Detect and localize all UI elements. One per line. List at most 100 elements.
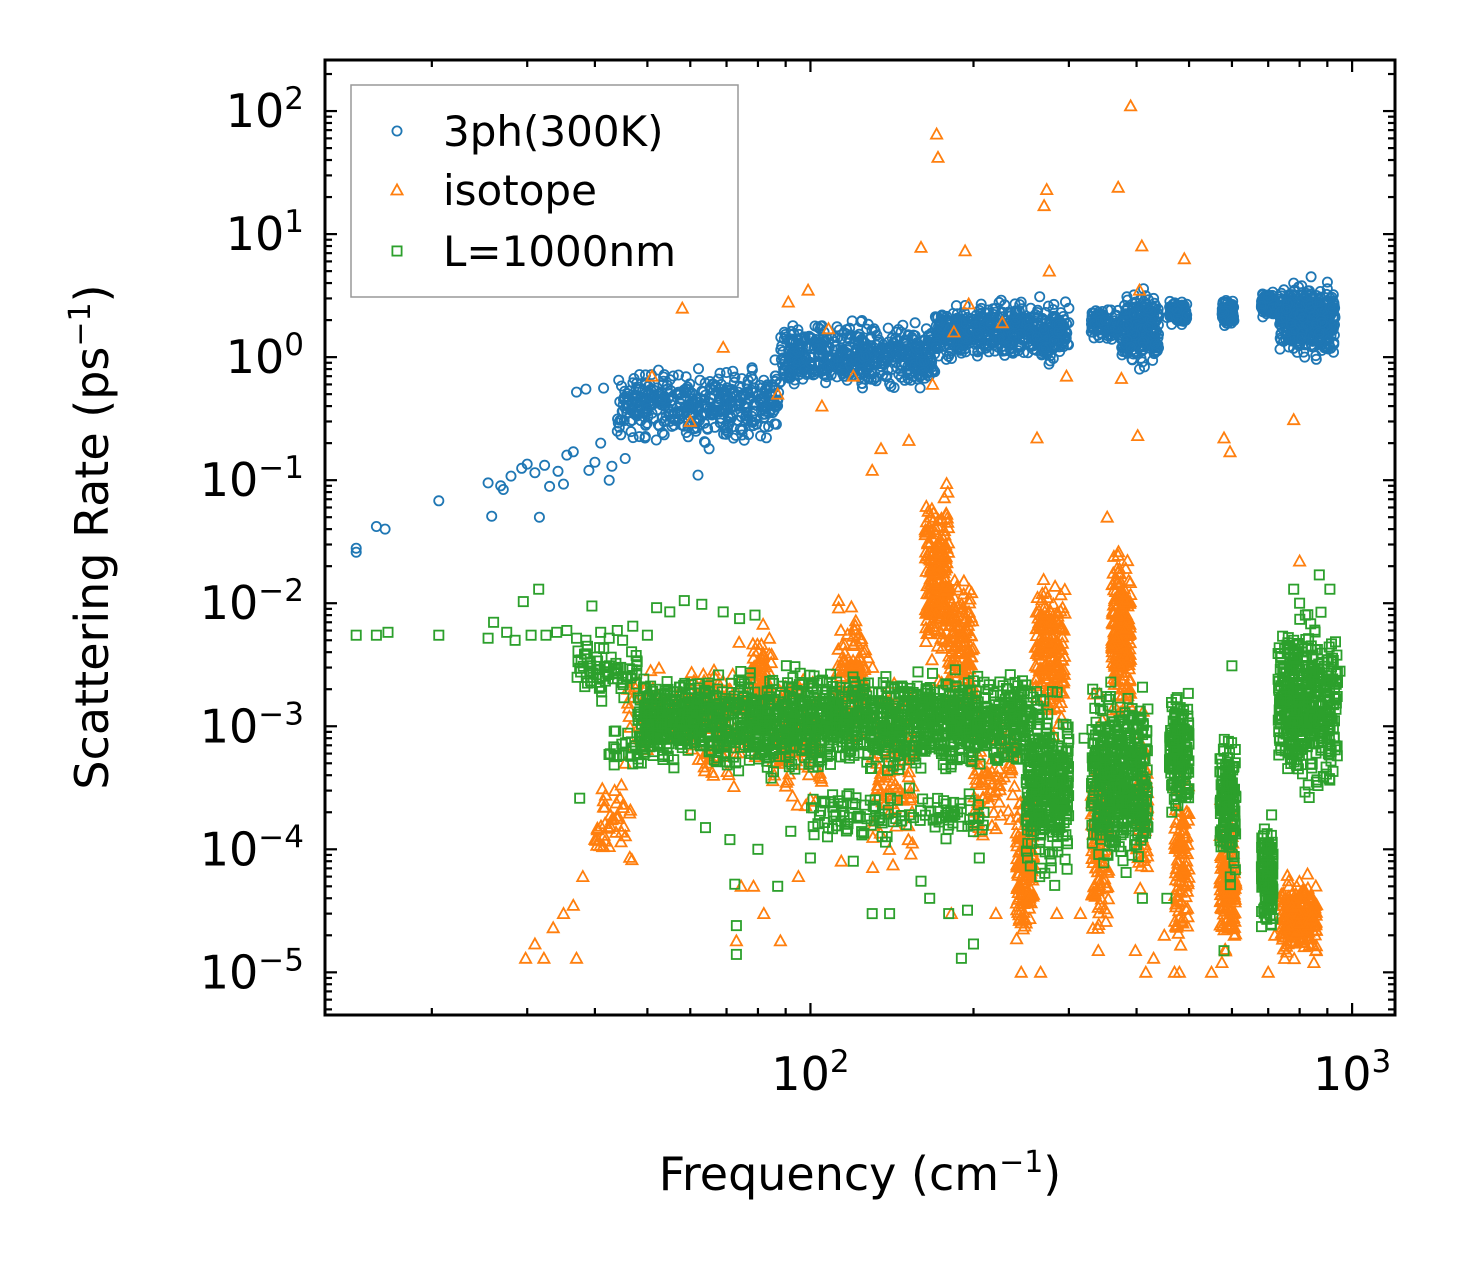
isotope-point-2136	[930, 149, 946, 163]
3ph-point-866	[868, 373, 880, 385]
3ph-point-415	[730, 429, 742, 441]
3ph-point-1411	[944, 348, 956, 360]
boundary-point-68	[596, 695, 608, 707]
isotope-point-2159	[1128, 943, 1143, 956]
3ph-point-366	[673, 369, 685, 381]
3ph-point-389	[619, 393, 631, 405]
3ph-point-2522	[370, 521, 382, 533]
3ph-point-874	[877, 369, 889, 381]
3ph-point-77	[658, 429, 670, 441]
3ph-point-1403	[1062, 338, 1074, 350]
3ph-point-233	[619, 385, 631, 397]
3ph-point-816	[885, 380, 897, 392]
3ph-point-1379	[935, 315, 947, 327]
3ph-point-2541	[580, 383, 592, 395]
3ph-point-913	[918, 355, 930, 367]
isotope-point-1644	[1133, 881, 1148, 894]
3ph-point-904	[877, 354, 889, 366]
isotope-point-2150	[1042, 263, 1057, 277]
isotope-point-138	[726, 779, 742, 792]
3ph-point-414	[666, 420, 678, 432]
3ph-point-2529	[505, 470, 517, 482]
3ph-point-2544	[595, 437, 607, 449]
3ph-point-275	[702, 422, 714, 434]
isotope-point-2101	[527, 936, 543, 950]
3ph-point-167	[650, 434, 662, 446]
3ph-point-2546	[603, 474, 615, 486]
isotope-point-1955	[1300, 866, 1315, 880]
3ph-point-2547	[606, 460, 618, 472]
isotope-point-2158	[1123, 98, 1138, 112]
isotope-point-2162	[1134, 238, 1149, 252]
3ph-point-930	[822, 361, 834, 373]
3ph-point-937	[793, 369, 805, 381]
isotope-point-2106	[569, 950, 584, 964]
3ph-point-1421	[1038, 343, 1050, 355]
3ph-point-749	[820, 377, 832, 389]
3ph-point-834	[891, 362, 903, 374]
3ph-point-1360	[1021, 317, 1033, 329]
isotope-point-888	[992, 794, 1007, 808]
3ph-point-1368	[1000, 344, 1012, 356]
3ph-point-1394	[994, 332, 1006, 344]
3ph-point-2549	[619, 452, 631, 464]
3ph-point-1546	[1086, 307, 1098, 319]
3ph-point-1458	[1031, 330, 1043, 342]
3ph-point-939	[832, 332, 844, 344]
isotope-point-2128	[834, 853, 849, 867]
isotope-point-688	[924, 652, 940, 666]
3ph-point-873	[809, 320, 821, 332]
3ph-point-1416	[1025, 340, 1037, 352]
isotope-point-2177	[1306, 955, 1322, 968]
isotope-point-2123	[781, 294, 796, 308]
isotope-point-2103	[546, 920, 561, 934]
3ph-point-911	[795, 340, 807, 352]
3ph-point-2533	[533, 511, 545, 523]
3ph-point-291	[651, 382, 663, 394]
3ph-point-419	[637, 385, 649, 397]
3ph-point-286	[653, 364, 665, 376]
3ph-point-418	[616, 405, 628, 417]
isotope-point-2176	[1292, 553, 1307, 567]
3ph-point-870	[856, 314, 868, 326]
isotope-point-19	[595, 781, 610, 795]
3ph-point-2524	[433, 495, 445, 507]
3ph-point-1399	[975, 343, 987, 355]
3ph-point-1440	[1038, 325, 1050, 337]
3ph-point-358	[729, 371, 741, 383]
isotope-point-2133	[913, 239, 929, 253]
3ph-point-2525	[482, 477, 494, 489]
isotope-point-2149	[1039, 182, 1054, 196]
3ph-point-1422	[1040, 341, 1052, 353]
isotope-point-1014	[1009, 931, 1024, 945]
3ph-point-863	[909, 330, 921, 342]
3ph-point-900	[926, 361, 938, 373]
3ph-point-501	[914, 382, 926, 394]
isotope-point-2163	[1138, 964, 1153, 978]
3ph-point-351	[746, 416, 758, 428]
isotope-point-2157	[1114, 371, 1129, 384]
isotope-point-2155	[1100, 509, 1115, 523]
3ph-point-365	[704, 397, 716, 409]
3ph-point-825	[775, 331, 787, 343]
3ph-point-2540	[571, 386, 583, 398]
isotope-point-2124	[791, 869, 806, 882]
3ph-point-156	[634, 369, 646, 381]
3ph-point-296	[698, 394, 710, 406]
isotope-point-2148	[1036, 198, 1052, 212]
isotope-point-2114	[675, 300, 690, 314]
isotope-point-543	[865, 860, 880, 873]
3ph-point-776	[788, 378, 800, 390]
3ph-point-1386	[1004, 343, 1016, 355]
3ph-point-244	[613, 374, 625, 386]
3ph-point-856	[823, 341, 835, 353]
3ph-point-283	[769, 418, 781, 430]
isotope-point-2153	[1073, 906, 1088, 919]
3ph-point-1388	[1017, 334, 1029, 346]
3ph-point-1238	[1018, 346, 1030, 358]
isotope-point-2146	[1029, 430, 1045, 444]
3ph-point-323	[736, 373, 748, 385]
3ph-point-2523	[379, 523, 391, 535]
3ph-point-215	[763, 420, 775, 432]
3ph-point-1370	[982, 340, 994, 352]
